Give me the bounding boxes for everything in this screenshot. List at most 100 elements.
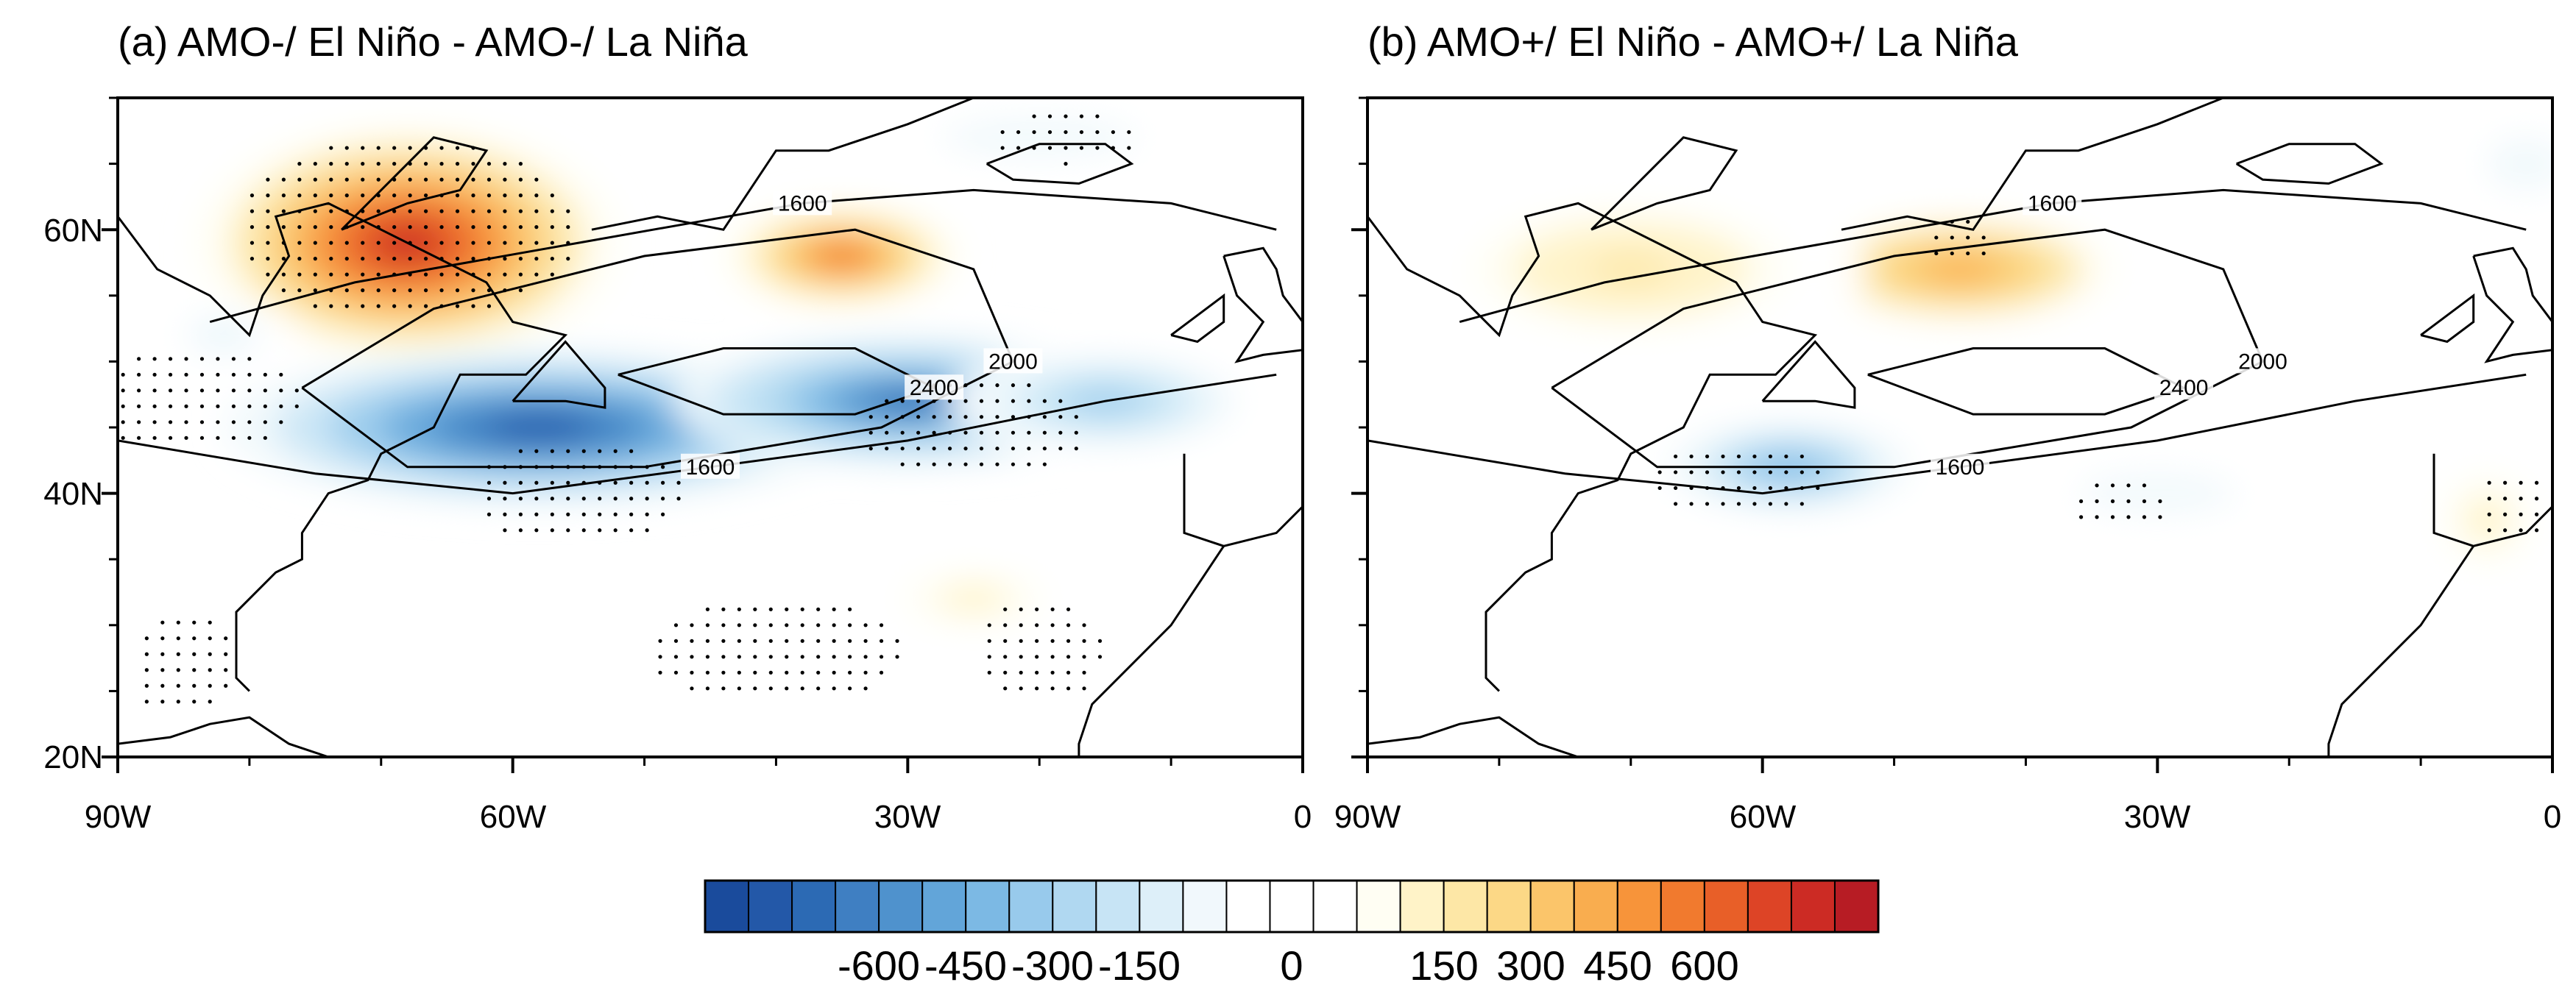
stipple-dot xyxy=(832,686,836,691)
longitude-labels-b: 90W 60W 30W 0 xyxy=(1334,799,2561,835)
stipple-dot xyxy=(137,388,141,393)
stipple-dot xyxy=(376,241,381,245)
stipple-dot xyxy=(247,357,252,361)
stipple-dot xyxy=(2487,497,2491,501)
stipple-dot xyxy=(800,607,804,611)
stipple-dot xyxy=(879,639,884,643)
stipple-dot xyxy=(313,225,317,230)
stipple-dot xyxy=(768,639,773,643)
stipple-dot xyxy=(690,655,694,659)
stipple-dot xyxy=(192,700,197,704)
stipple-dot xyxy=(1095,129,1100,135)
stipple-dot xyxy=(160,683,165,688)
anomaly-center-1-ring-5 xyxy=(822,247,862,265)
stipple-dot xyxy=(863,655,868,659)
stipple-dot xyxy=(263,435,267,440)
stipple-dot xyxy=(1019,607,1023,611)
stipple-dot xyxy=(250,257,255,261)
stipple-dot xyxy=(932,447,936,451)
colorbar-box-5 xyxy=(921,880,967,933)
stipple-dot xyxy=(392,209,397,213)
stipple-dot xyxy=(1011,462,1016,466)
stipple-dot xyxy=(281,209,286,213)
stipple-dot xyxy=(216,388,220,393)
stipple-dot xyxy=(1035,655,1039,659)
panel-a-coastlines xyxy=(118,98,1303,757)
stipple-dot xyxy=(1035,607,1039,611)
stipple-dot xyxy=(297,225,302,230)
coastline-1 xyxy=(1761,340,1856,409)
stipple-dot xyxy=(266,209,270,213)
stipple-dot xyxy=(658,670,662,675)
stipple-dot xyxy=(471,177,475,182)
stipple-dot xyxy=(816,686,821,691)
stipple-dot xyxy=(471,304,475,308)
stipple-dot xyxy=(534,241,539,245)
stipple-dot xyxy=(832,655,836,659)
stipple-dot xyxy=(2519,528,2523,533)
stipple-dot xyxy=(581,512,586,516)
stipple-dot xyxy=(455,146,460,150)
stipple-dot xyxy=(266,272,270,277)
lon-label-90w-a: 90W xyxy=(85,799,152,835)
stipple-dot xyxy=(550,512,554,516)
colorbar-box-25 xyxy=(1790,880,1836,933)
stipple-dot xyxy=(832,607,836,611)
stipple-dot xyxy=(455,304,460,308)
stipple-dot xyxy=(645,528,649,533)
stipple-dot xyxy=(2519,497,2523,501)
stipple-dot xyxy=(2078,499,2084,503)
stipple-dot xyxy=(566,497,570,501)
stipple-dot xyxy=(208,620,212,625)
stipple-dot xyxy=(1003,639,1008,643)
stipple-dot xyxy=(518,480,523,485)
stipple-dot xyxy=(1127,129,1131,135)
stipple-dot xyxy=(216,404,220,408)
contour-label-1600: 1600 xyxy=(686,455,735,480)
lon-label-60w-b: 60W xyxy=(1730,799,1797,835)
stipple-dot xyxy=(1042,415,1047,419)
stipple-dot xyxy=(785,655,789,659)
stipple-dot xyxy=(1674,486,1678,491)
stipple-dot xyxy=(503,480,507,485)
stipple-dot xyxy=(1934,251,1939,256)
stipple-dot xyxy=(376,272,381,277)
stipple-dot xyxy=(1721,502,1725,506)
stipple-dot xyxy=(2487,480,2491,485)
contour-label-bg xyxy=(773,190,832,216)
stipple-dot xyxy=(566,225,570,230)
stipple-dot xyxy=(848,623,852,628)
stipple-dot xyxy=(705,639,710,643)
stipple-dot xyxy=(753,623,757,628)
contour-label-2400: 2400 xyxy=(910,376,959,400)
stipple-dot xyxy=(1042,430,1047,435)
stipple-dot xyxy=(613,497,618,501)
stipple-dot xyxy=(518,272,523,277)
stipple-dot xyxy=(176,668,180,672)
stipple-dot xyxy=(534,528,539,533)
stipple-dot xyxy=(1657,486,1662,491)
colorbar-box-9 xyxy=(1095,880,1141,933)
stipple-dot xyxy=(486,272,492,277)
stipple-dot xyxy=(455,257,460,261)
lon-label-0-b: 0 xyxy=(2544,799,2561,835)
stipple-dot xyxy=(168,420,173,424)
stipple-dot xyxy=(455,225,460,230)
stipple-dot xyxy=(392,304,397,308)
stipple-dot xyxy=(184,435,188,440)
stipple-dot xyxy=(1705,470,1710,474)
stipple-dot xyxy=(247,435,252,440)
stipple-dot xyxy=(1674,470,1678,474)
stipple-dot xyxy=(1079,146,1084,150)
stipple-dot xyxy=(486,225,492,230)
stipple-dot xyxy=(224,668,228,672)
colorbar-label-m300: -300 xyxy=(1011,942,1094,989)
stipple-dot xyxy=(518,257,523,261)
contour-label-2000: 2000 xyxy=(2238,349,2287,374)
stipple-dot xyxy=(471,288,475,293)
stipple-dot xyxy=(1066,670,1071,675)
stipple-dot xyxy=(439,225,444,230)
stipple-dot xyxy=(534,225,539,230)
stipple-dot xyxy=(168,435,173,440)
coastline-1 xyxy=(512,340,606,409)
